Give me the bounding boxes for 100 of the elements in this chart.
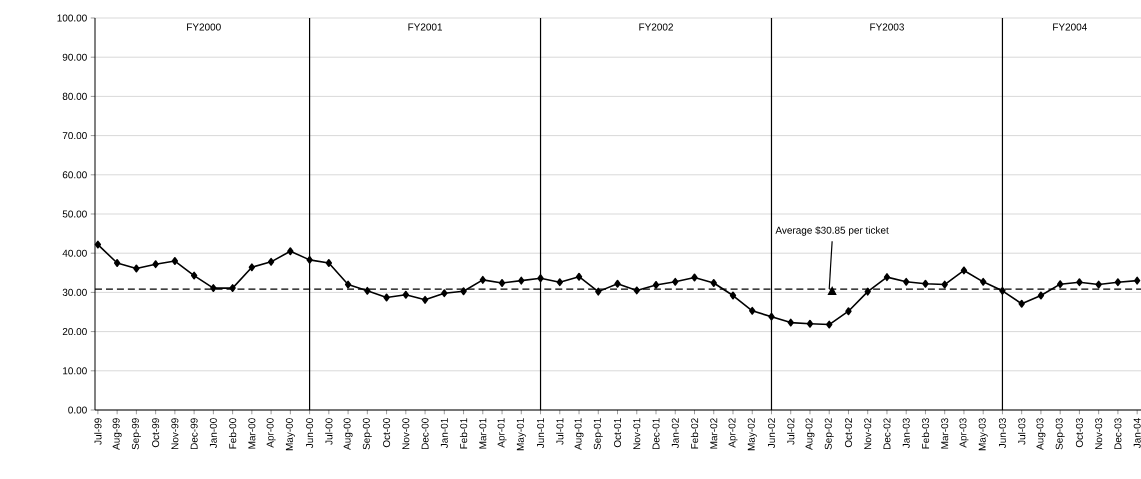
x-tick-label: Jan-00 [209, 418, 217, 449]
x-tick-label: Apr-01 [497, 418, 507, 448]
x-tick-label: May-03 [978, 418, 988, 451]
point [267, 257, 275, 266]
point [941, 280, 948, 289]
point [210, 284, 217, 293]
point [421, 295, 429, 304]
y-tick-label: 60.00 [62, 171, 87, 179]
point [479, 275, 486, 284]
x-tick-label: Oct-00 [383, 418, 391, 448]
x-tick-label: Feb-00 [228, 418, 237, 449]
point [1133, 276, 1141, 285]
x-tick-label: Nov-99 [171, 418, 179, 450]
x-tick-label: Jan-04 [1133, 418, 1141, 449]
x-tick-label: Jan-02 [671, 418, 679, 449]
x-tick-label: Jul-00 [325, 418, 333, 445]
point [171, 257, 179, 266]
point [787, 318, 794, 327]
point [306, 255, 313, 264]
x-tick-label: Jan-01 [440, 418, 448, 449]
x-tick-label: Nov-01 [633, 418, 641, 450]
point [190, 271, 198, 280]
x-tick-label: Dec-99 [190, 418, 198, 450]
x-tick-label: Mar-00 [248, 418, 256, 449]
point [999, 286, 1006, 295]
point [113, 259, 121, 267]
y-tick-label: 20.00 [62, 328, 87, 336]
x-tick-label: Dec-01 [652, 418, 660, 450]
point [94, 240, 102, 249]
x-tick-label: Aug-00 [343, 418, 353, 450]
y-tick-label: 70.00 [62, 132, 87, 140]
x-tick-label: Apr-02 [728, 418, 738, 448]
x-tick-label: Jul-99 [94, 418, 102, 445]
y-tick-label: 30.00 [62, 288, 87, 296]
x-tick-label: Oct-99 [152, 418, 160, 448]
x-tick-label: Aug-02 [805, 418, 815, 450]
x-tick-label: Sep-01 [593, 418, 603, 450]
point [806, 319, 814, 328]
point [672, 277, 679, 286]
annotation: FY2004 [1053, 23, 1087, 31]
point [826, 320, 833, 329]
x-tick-label: Aug-99 [112, 418, 122, 450]
x-tick-label: May-01 [516, 418, 526, 451]
x-tick-label: Feb-03 [921, 418, 930, 449]
x-tick-label: Feb-01 [459, 418, 468, 449]
point [229, 284, 236, 293]
point [498, 279, 506, 287]
point [537, 274, 544, 283]
x-tick-label: Apr-00 [266, 418, 276, 448]
point [344, 280, 352, 289]
point [595, 287, 602, 296]
y-tick-label: 90.00 [62, 53, 87, 61]
point [325, 259, 333, 267]
point [287, 247, 294, 256]
point [633, 286, 640, 295]
point [556, 278, 563, 287]
point [152, 260, 159, 269]
x-tick-label: Nov-03 [1095, 418, 1103, 450]
x-tick-label: Nov-00 [402, 418, 410, 450]
x-tick-label: Aug-01 [574, 418, 584, 450]
point [960, 266, 968, 275]
point [922, 279, 929, 288]
x-tick-label: Oct-02 [844, 418, 852, 448]
y-tick-label: 100.00 [57, 14, 87, 22]
point [460, 287, 467, 296]
point [402, 290, 410, 299]
x-tick-label: Dec-00 [421, 418, 429, 450]
x-tick-label: Jul-03 [1018, 418, 1026, 445]
x-tick-label: May-00 [285, 418, 295, 451]
point [383, 293, 390, 302]
point [1114, 278, 1122, 287]
point [1095, 280, 1102, 289]
annotation: Average $30.85 per ticket [775, 226, 889, 236]
point [518, 276, 525, 285]
x-tick-label: Oct-01 [614, 418, 622, 448]
x-tick-label: Sep-02 [824, 418, 834, 450]
x-tick-label: Apr-03 [959, 418, 969, 448]
point [845, 307, 852, 316]
x-tick-label: Dec-02 [883, 418, 891, 450]
point [883, 273, 891, 282]
x-tick-label: Nov-02 [864, 418, 872, 450]
y-tick-label: 40.00 [62, 249, 87, 257]
x-tick-label: Sep-00 [362, 418, 372, 450]
point [133, 264, 140, 273]
point [364, 286, 371, 295]
x-tick-label: May-02 [747, 418, 757, 451]
annotation: FY2003 [870, 23, 904, 31]
x-tick-label: Jun-03 [998, 418, 1006, 449]
x-tick-label: Aug-03 [1036, 418, 1046, 450]
point [980, 277, 987, 286]
point [575, 272, 583, 281]
y-tick-label: 0.00 [68, 406, 87, 414]
x-tick-label: Mar-03 [941, 418, 949, 449]
x-tick-label: Jun-02 [767, 418, 776, 449]
point [1056, 280, 1064, 289]
point [729, 291, 737, 300]
point [903, 277, 910, 286]
y-tick-label: 50.00 [62, 210, 87, 218]
point [441, 289, 448, 298]
x-tick-label: Jun-00 [306, 418, 314, 449]
